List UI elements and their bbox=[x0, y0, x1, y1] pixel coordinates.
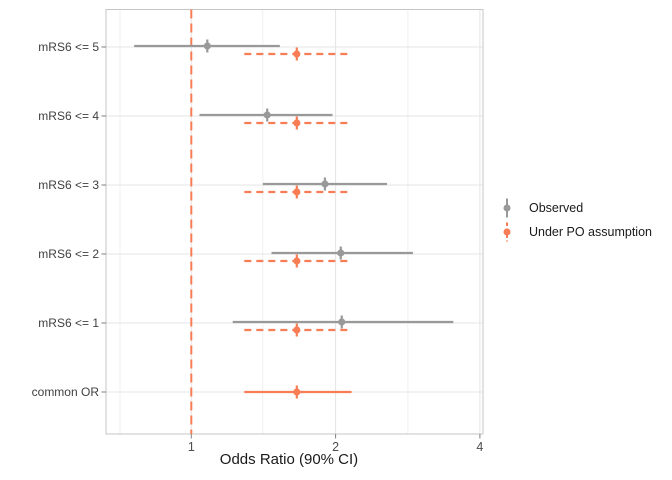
legend-label-under-po: Under PO assumption bbox=[529, 225, 652, 239]
legend-key-point bbox=[503, 204, 511, 212]
x-tick-label: 1 bbox=[188, 440, 195, 454]
under-po-point bbox=[293, 119, 301, 127]
legend-item-observed: Observed bbox=[498, 196, 652, 220]
observed-point bbox=[338, 318, 346, 326]
legend: Observed Under PO assumption bbox=[498, 196, 652, 244]
under-po-pointrange-key-icon bbox=[503, 222, 511, 242]
panel-border bbox=[105, 9, 484, 435]
legend-item-under-po: Under PO assumption bbox=[498, 220, 652, 244]
observed-point bbox=[203, 42, 211, 50]
y-category-label: mRS6 <= 1 bbox=[38, 316, 99, 330]
under-po-point bbox=[293, 188, 301, 196]
legend-key-point bbox=[503, 228, 511, 236]
x-tick-label: 4 bbox=[476, 440, 483, 454]
axes-layer: 1 2 4 mRS6 <= 5 mRS6 <= 4 mRS6 <= 3 mRS6 <= 2 m… bbox=[32, 40, 484, 454]
y-category-label: mRS6 <= 4 bbox=[38, 109, 99, 123]
legend-label-observed: Observed bbox=[529, 201, 584, 215]
under-po-point bbox=[293, 257, 301, 265]
y-category-label: mRS6 <= 2 bbox=[38, 247, 99, 261]
x-tick-label: 2 bbox=[332, 440, 339, 454]
y-category-label: mRS6 <= 3 bbox=[38, 178, 99, 192]
data-layer bbox=[134, 39, 454, 399]
observed-pointrange-key-icon bbox=[503, 198, 511, 218]
gridlines bbox=[105, 9, 484, 435]
observed-point bbox=[337, 249, 345, 257]
under-po-point bbox=[293, 50, 301, 58]
under-po-point bbox=[293, 388, 301, 396]
y-category-label: mRS6 <= 5 bbox=[38, 40, 99, 54]
observed-point bbox=[321, 180, 329, 188]
under-po-point bbox=[293, 326, 301, 334]
observed-point bbox=[263, 111, 271, 119]
x-axis-title: Odds Ratio (90% CI) bbox=[220, 451, 358, 468]
y-category-label: common OR bbox=[32, 385, 100, 399]
